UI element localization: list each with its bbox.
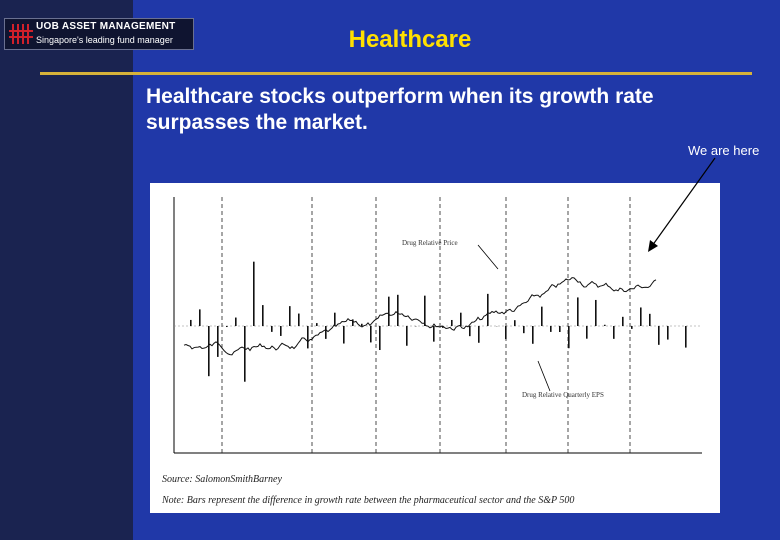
- bar: [460, 312, 462, 326]
- bar: [640, 307, 642, 326]
- bar: [613, 326, 615, 339]
- slide-title: Healthcare: [348, 26, 472, 53]
- logo-name: UOB ASSET MANAGEMENT: [36, 21, 176, 32]
- chart-image: Drug Relative Price Drug Relative Quarte…: [150, 183, 720, 513]
- bar: [559, 326, 561, 332]
- bar: [595, 299, 597, 326]
- bar: [361, 323, 363, 326]
- bar: [550, 326, 552, 332]
- bar: [478, 326, 480, 343]
- bar: [451, 319, 453, 326]
- bar: [199, 309, 201, 326]
- bar: [658, 326, 660, 345]
- callout: [537, 360, 551, 392]
- bar: [316, 323, 318, 326]
- bar: [379, 326, 381, 350]
- bar: [208, 326, 210, 377]
- note: Note: Bars represent the difference in g…: [162, 495, 575, 506]
- bar: [217, 326, 219, 357]
- bar: [271, 326, 273, 332]
- bar: [667, 326, 669, 340]
- source: Source: SalomonSmithBarney: [162, 474, 282, 485]
- bar: [388, 296, 390, 326]
- bar: [406, 326, 408, 346]
- bar: [631, 326, 633, 329]
- bar: [235, 317, 237, 326]
- side-strip: [0, 0, 133, 540]
- bar: [226, 326, 228, 328]
- bar: [334, 312, 336, 326]
- price-line: [183, 277, 657, 356]
- bar: [433, 326, 435, 342]
- bar: [604, 324, 606, 326]
- bar: [505, 326, 507, 340]
- bar: [532, 326, 534, 344]
- bar: [469, 326, 471, 337]
- bar: [289, 306, 291, 326]
- chart-graphic: Drug Relative Price Drug Relative Quarte…: [173, 197, 702, 454]
- callout: [477, 244, 499, 270]
- bar: [487, 293, 489, 326]
- logo: [4, 18, 194, 50]
- title-rule: [40, 72, 752, 75]
- logo-mark: [9, 24, 33, 44]
- bar: [307, 326, 309, 349]
- bar: [568, 326, 570, 349]
- series-label: Drug Relative Quarterly EPS: [522, 391, 604, 399]
- bar: [280, 326, 282, 336]
- bar: [577, 297, 579, 326]
- annotation: We are here: [688, 143, 760, 158]
- headline: Healthcare stocks outperform when its gr…: [146, 85, 654, 134]
- bar: [190, 319, 192, 326]
- bar: [541, 306, 543, 326]
- series-label: Drug Relative Price: [402, 239, 458, 247]
- bar: [343, 326, 345, 344]
- bar: [586, 326, 588, 339]
- bar: [352, 319, 354, 326]
- logo-tagline: Singapore's leading fund manager: [36, 35, 173, 45]
- bar: [325, 326, 327, 339]
- bar: [253, 261, 255, 326]
- bar: [397, 294, 399, 326]
- bar: [244, 326, 246, 382]
- bar: [298, 313, 300, 326]
- divider-lines: [221, 197, 631, 453]
- bar: [649, 313, 651, 326]
- bar: [685, 326, 687, 348]
- bar: [523, 326, 525, 334]
- bar: [622, 316, 624, 326]
- bar: [424, 295, 426, 326]
- bar: [370, 326, 372, 343]
- bar: [262, 305, 264, 326]
- bars: [190, 261, 687, 382]
- bar: [514, 320, 516, 326]
